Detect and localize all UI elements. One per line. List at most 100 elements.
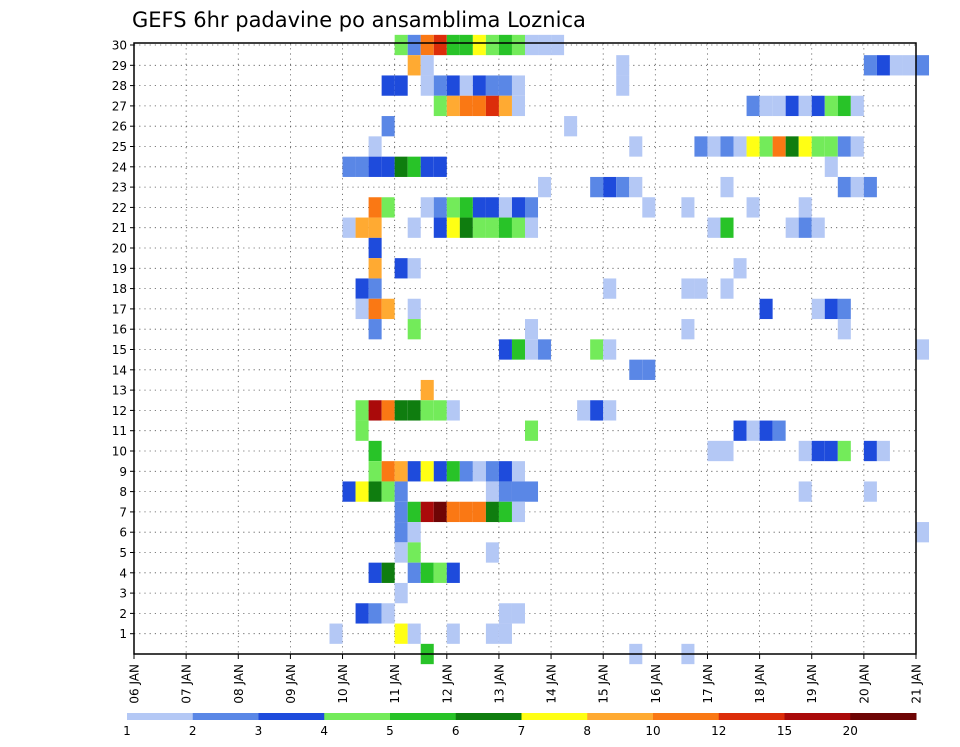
y-tick-label: 28 (112, 79, 127, 93)
heatmap-cell (772, 95, 786, 117)
heatmap-cell (394, 34, 408, 56)
colorbar-label: 8 (583, 724, 591, 738)
colorbar-label: 20 (843, 724, 858, 738)
heatmap-cell (720, 440, 734, 462)
heatmap-cell (394, 156, 408, 177)
heatmap-cell (446, 501, 460, 523)
heatmap-cell (355, 278, 369, 299)
heatmap-cell (381, 116, 395, 137)
heatmap-cell (394, 75, 408, 96)
heatmap-cell (616, 55, 630, 76)
colorbar-swatch (653, 713, 720, 720)
heatmap-cell (498, 197, 512, 218)
heatmap-cell (342, 217, 356, 238)
heatmap-cell (577, 400, 591, 421)
heatmap-cell (368, 258, 382, 279)
heatmap-cell (381, 156, 395, 177)
heatmap-cell (407, 319, 421, 340)
y-tick-label: 7 (119, 505, 127, 519)
y-tick-label: 23 (112, 181, 127, 195)
heatmap-cell (446, 562, 460, 583)
heatmap-cell (433, 400, 447, 421)
heatmap-cell (433, 501, 447, 523)
heatmap-cell (511, 481, 525, 502)
heatmap-cell (485, 461, 499, 482)
y-tick-label: 26 (112, 120, 127, 134)
heatmap-cell (511, 95, 525, 117)
heatmap-cell (759, 136, 773, 157)
heatmap-cell (407, 55, 421, 76)
heatmap-cell (394, 400, 408, 421)
heatmap-cell (759, 95, 773, 117)
heatmap-cell (355, 603, 369, 624)
heatmap-cell (407, 217, 421, 238)
heatmap-cell (498, 34, 512, 56)
heatmap-cell (850, 176, 864, 198)
chart-title: GEFS 6hr padavine po ansamblima Loznica (132, 8, 586, 32)
heatmap-cell (824, 136, 838, 157)
heatmap-cell (511, 339, 525, 360)
heatmap-cell (863, 55, 877, 76)
heatmap-cell (798, 136, 812, 157)
heatmap-cell (538, 176, 552, 198)
heatmap-cell (681, 319, 695, 340)
heatmap-cell (798, 217, 812, 238)
colorbar-label: 3 (255, 724, 263, 738)
heatmap-cell (616, 75, 630, 96)
heatmap-cell (368, 400, 382, 421)
heatmap-cell (459, 501, 473, 523)
heatmap-cell (459, 197, 473, 218)
x-tick-label: 07 JAN (180, 664, 194, 704)
heatmap-cell (420, 461, 434, 482)
heatmap-cell (381, 603, 395, 624)
heatmap-cell (707, 217, 721, 238)
heatmap-cell (472, 95, 486, 117)
plot-frame (133, 42, 917, 655)
heatmap-cell (485, 34, 499, 56)
heatmap-cell (498, 501, 512, 523)
heatmap-cell (407, 156, 421, 177)
heatmap-cell (407, 258, 421, 279)
heatmap-cell (355, 420, 369, 441)
heatmap-cell (629, 359, 643, 380)
heatmap-cell (681, 197, 695, 218)
heatmap-cell (733, 420, 747, 441)
y-tick-label: 9 (119, 465, 127, 479)
colorbar-label: 5 (386, 724, 394, 738)
heatmap-cell (381, 75, 395, 96)
heatmap-cell (420, 55, 434, 76)
x-tick-label: 12 JAN (440, 664, 454, 704)
heatmap-cell (603, 278, 617, 299)
y-tick-label: 17 (112, 302, 127, 316)
y-tick-label: 20 (112, 242, 127, 256)
heatmap-cell (407, 34, 421, 56)
heatmap-cell (564, 116, 578, 137)
heatmap-cell (759, 298, 773, 320)
heatmap-cell (498, 217, 512, 238)
colorbar-swatch (258, 713, 325, 720)
heatmap-cell (407, 542, 421, 563)
x-tick-label: 14 JAN (545, 664, 559, 704)
heatmap-cell (824, 156, 838, 177)
heatmap-cell (498, 339, 512, 360)
heatmap-cell (485, 623, 499, 644)
heatmap-cell (798, 481, 812, 502)
heatmap-cell (811, 298, 825, 320)
y-tick-label: 22 (112, 201, 127, 215)
y-axis-ticks: 1234567891011121314151617181920212223242… (112, 39, 134, 641)
y-tick-label: 1 (119, 627, 127, 641)
heatmap-cell (837, 136, 851, 157)
heatmap-cell (772, 136, 786, 157)
y-tick-label: 18 (112, 282, 127, 296)
heatmap-cell (629, 136, 643, 157)
heatmap-cell (394, 522, 408, 543)
heatmap-cell (368, 481, 382, 502)
heatmap-cell (355, 400, 369, 421)
heatmap-cell (590, 400, 604, 421)
x-tick-label: 18 JAN (753, 664, 767, 704)
heatmap-cell (824, 298, 838, 320)
heatmap-cell (472, 75, 486, 96)
y-tick-label: 2 (119, 607, 127, 621)
heatmap-cell (785, 136, 799, 157)
